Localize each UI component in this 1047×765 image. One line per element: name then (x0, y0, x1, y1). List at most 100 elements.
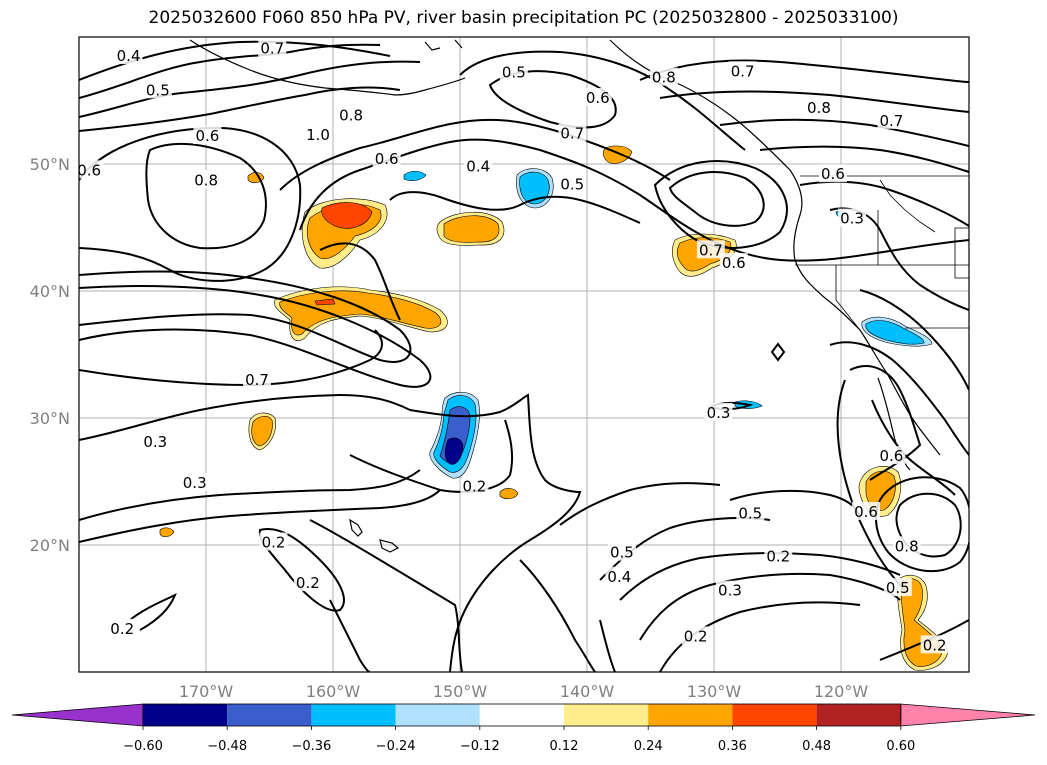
contour-label: 0.6 (722, 254, 746, 272)
contour-label: 0.5 (560, 175, 584, 193)
map-background (79, 37, 969, 672)
contour-label-bg (920, 635, 949, 654)
x-tick-label: 130°W (687, 682, 742, 701)
colorbar-tick-label: −0.36 (291, 739, 331, 754)
contour-label: 0.5 (886, 579, 910, 597)
gridlines (79, 37, 969, 672)
contour-label: 0.8 (194, 172, 218, 190)
contour-label-bg (877, 110, 906, 129)
contour-label-bg (736, 503, 765, 522)
x-tick-label: 160°W (306, 682, 361, 701)
contour-label: 0.7 (245, 371, 269, 389)
colorbar-frame (142, 703, 902, 727)
contour-label-bg (192, 170, 221, 189)
contour-label-bg (715, 580, 744, 599)
contour-label: 0.7 (880, 112, 904, 130)
contour-label: 0.2 (684, 627, 708, 645)
colorbar-segment (395, 704, 480, 726)
colorbar-segment (648, 704, 733, 726)
contour-label-bg (243, 369, 271, 388)
colorbar-segment (732, 704, 817, 726)
contour-label-bg (259, 532, 288, 551)
contour-label: 0.2 (766, 547, 790, 565)
colorbar-tick-label: 0.48 (802, 739, 831, 754)
x-axis: 170°W 160°W 150°W 140°W 130°W 120°W (179, 682, 869, 701)
contour-label: 0.5 (502, 64, 526, 82)
contour-label: 0.4 (117, 47, 141, 65)
colorbar-segment (311, 704, 396, 726)
contour-label: 0.5 (146, 81, 170, 99)
colorbar-tick-label: −0.12 (460, 739, 500, 754)
colorbar-tick-label: 0.36 (718, 739, 747, 754)
colorbar-tick-label: 0.24 (634, 739, 663, 754)
contour-label: 0.3 (143, 433, 167, 451)
contour-label-bg (558, 174, 587, 193)
colorbar-segment (564, 704, 649, 726)
contour-label: 0.7 (731, 62, 755, 80)
contour-label-bg (180, 472, 209, 491)
contour-label: 0.6 (586, 89, 610, 107)
contour-label: 0.2 (262, 533, 286, 551)
contour-label: 0.8 (652, 69, 676, 87)
y-axis: 50°N 40°N 30°N 20°N (30, 155, 70, 555)
contour-label-bg (892, 536, 921, 555)
state-borders (795, 175, 969, 331)
x-tick-label: 170°W (179, 682, 234, 701)
contour-label: 0.4 (607, 568, 631, 586)
contour-label-bg (108, 618, 137, 637)
contour-label-bg (877, 446, 906, 465)
contour-label-bg (372, 148, 401, 167)
contour-label: 0.3 (718, 582, 742, 600)
contour-label-bg (258, 38, 287, 57)
contour-label-bg (79, 160, 104, 179)
contour-label-bg (499, 62, 528, 81)
x-tick-label: 150°W (433, 682, 488, 701)
contour-label: 0.2 (462, 478, 486, 496)
colorbar-tick-label: −0.24 (376, 739, 416, 754)
contour-label: 0.3 (707, 404, 731, 422)
contour-label-bg (583, 87, 612, 106)
contour-label-bg (114, 46, 143, 65)
contour-label-bg (764, 546, 793, 565)
contour-label-bg (143, 80, 172, 99)
contour-label: 1.0 (306, 126, 330, 144)
contour-label-bg (304, 124, 333, 143)
contour-label-bg (852, 501, 881, 520)
map-title: 2025032600 F060 850 hPa PV, river basin … (148, 8, 899, 28)
coastlines (189, 39, 941, 553)
contour-label: 0.6 (854, 503, 878, 521)
precip-fill-positive (159, 145, 949, 671)
contour-label: 0.2 (923, 636, 947, 654)
contour-label: 0.5 (610, 544, 634, 562)
colorbar: −0.60 −0.48 −0.36 −0.24 −0.12 0.12 0.24 0.36 0.4… (11, 703, 1036, 754)
y-tick-label: 50°N (30, 155, 70, 174)
contour-label-bg (293, 573, 322, 592)
contour-label: 0.6 (880, 447, 904, 465)
contour-label: 0.6 (375, 150, 399, 168)
contour-label-bg (141, 432, 170, 451)
colorbar-segment (227, 704, 312, 726)
contour-label-bg (605, 566, 634, 585)
contour-label-bg (728, 61, 757, 80)
contour-label-bg (649, 67, 678, 86)
y-tick-label: 30°N (30, 409, 70, 428)
colorbar-segment (143, 704, 228, 726)
colorbar-extend-low (11, 703, 144, 727)
contour-label-bg (818, 164, 847, 183)
contour-label: 0.7 (560, 125, 584, 143)
contour-label: 0.3 (840, 210, 864, 228)
y-tick-label: 40°N (30, 282, 70, 301)
contour-label: 0.6 (77, 161, 101, 179)
contour-label-bg (464, 156, 493, 175)
colorbar-tick-label: −0.48 (207, 739, 247, 754)
contour-label-bg (883, 578, 912, 597)
contour-label-bg (704, 402, 733, 421)
contour-label: 0.4 (466, 158, 490, 176)
contour-label: 0.6 (821, 165, 845, 183)
colorbar-segment (816, 704, 901, 726)
contour-label-bg (460, 476, 489, 495)
colorbar-extend-high (900, 703, 1036, 727)
map-frame (78, 36, 970, 673)
map-panel: 0.40.50.70.6 1.00.80.60.80.60.50.40.70.60… (77, 36, 970, 673)
